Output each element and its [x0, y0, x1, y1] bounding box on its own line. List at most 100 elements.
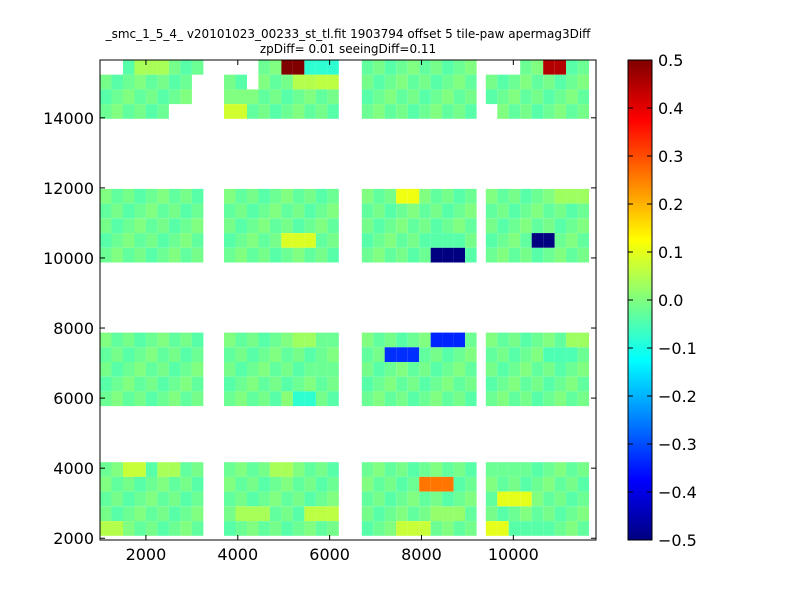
heatmap-cell — [180, 188, 192, 204]
heatmap-cell — [442, 332, 454, 348]
heatmap-cell — [247, 332, 259, 348]
heatmap-cell — [577, 74, 590, 90]
heatmap-cell — [304, 462, 316, 477]
heatmap-cell — [145, 476, 158, 492]
heatmap-cell — [281, 104, 293, 119]
heatmap-cell — [269, 476, 282, 492]
heatmap-cell — [520, 476, 532, 492]
heatmap-cell — [235, 347, 247, 362]
heatmap-cell — [111, 247, 123, 263]
heatmap-cell — [292, 104, 305, 119]
heatmap-cell — [531, 491, 544, 507]
heatmap-cell — [224, 233, 236, 248]
heatmap-cell — [430, 218, 443, 234]
heatmap-cell — [543, 347, 555, 362]
heatmap-cell — [442, 362, 454, 377]
heatmap-cell — [373, 347, 385, 362]
heatmap-cell — [396, 203, 408, 219]
heatmap-cell — [168, 203, 181, 219]
heatmap-cell — [566, 462, 578, 477]
heatmap-cell — [361, 462, 374, 477]
heatmap-cell — [258, 362, 270, 377]
heatmap-cell — [508, 247, 521, 263]
heatmap-cell — [315, 376, 328, 392]
heatmap-cell — [508, 203, 521, 219]
y-tick-label: 4000 — [53, 459, 94, 478]
heatmap-cell — [235, 74, 247, 90]
heatmap-cell — [430, 332, 443, 348]
heatmap-cell — [465, 203, 477, 219]
heatmap-cell — [442, 506, 454, 522]
heatmap-cell — [543, 188, 555, 204]
heatmap-cell — [396, 462, 408, 477]
heatmap-cell — [168, 491, 181, 507]
heatmap-cell — [235, 506, 247, 522]
heatmap-cell — [315, 89, 328, 105]
heatmap-cell — [384, 491, 397, 507]
colorbar-tick-label: 0.0 — [658, 291, 683, 310]
heatmap-cell — [396, 188, 408, 204]
heatmap-cell — [373, 60, 385, 75]
heatmap-cell — [554, 332, 567, 348]
heatmap-cell — [531, 203, 544, 219]
x-axis: 2000 4000 6000 8000 10000 — [126, 60, 539, 564]
heatmap-cell — [543, 462, 555, 477]
heatmap-cell — [180, 74, 192, 90]
heatmap-cell — [373, 233, 385, 248]
heatmap-cell — [100, 376, 112, 392]
heatmap-cell — [111, 476, 123, 492]
heatmap-cell — [566, 347, 578, 362]
heatmap-cell — [465, 362, 477, 377]
heatmap-cell — [281, 462, 293, 477]
heatmap-cell — [373, 74, 385, 90]
heatmap-cell — [224, 506, 236, 522]
heatmap-cell — [497, 391, 509, 407]
heatmap-cell — [224, 247, 236, 263]
heatmap-cell — [373, 491, 385, 507]
heatmap-cell — [419, 233, 431, 248]
heatmap-cell — [543, 506, 555, 522]
heatmap-cell — [235, 491, 247, 507]
heatmap-cell — [384, 332, 397, 348]
heatmap-cell — [508, 89, 521, 105]
heatmap-cell — [134, 218, 146, 234]
heatmap-cell — [315, 60, 328, 75]
heatmap-cell — [497, 362, 509, 377]
heatmap-cell — [430, 362, 443, 377]
heatmap-cell — [485, 89, 498, 105]
heatmap-cell — [269, 218, 282, 234]
heatmap-cell — [430, 247, 443, 263]
heatmap-cell — [292, 347, 305, 362]
heatmap-cell — [100, 247, 112, 263]
heatmap-cell — [134, 391, 146, 407]
heatmap-cell — [100, 521, 112, 536]
heatmap-cell — [315, 218, 328, 234]
heatmap-cell — [315, 347, 328, 362]
heatmap-cell — [485, 476, 498, 492]
heatmap-cell — [531, 332, 544, 348]
heatmap-cell — [191, 391, 204, 407]
heatmap-cell — [566, 391, 578, 407]
heatmap-cell — [531, 60, 544, 75]
heatmap-cell — [224, 391, 236, 407]
heatmap-cell — [508, 376, 521, 392]
heatmap-cell — [419, 491, 431, 507]
heatmap-cell — [566, 89, 578, 105]
heatmap-cell — [100, 347, 112, 362]
heatmap-cell — [361, 506, 374, 522]
heatmap-cell — [520, 104, 532, 119]
heatmap-cell — [269, 104, 282, 119]
heatmap-cell — [145, 332, 158, 348]
heatmap-cell — [281, 60, 293, 75]
heatmap-cell — [269, 203, 282, 219]
heatmap-cell — [485, 506, 498, 522]
heatmap-cell — [543, 60, 555, 75]
heatmap-cell — [419, 391, 431, 407]
heatmap-cell — [304, 74, 316, 90]
heatmap-cell — [269, 332, 282, 348]
heatmap-cell — [247, 247, 259, 263]
heatmap-cell — [430, 347, 443, 362]
heatmap-cell — [419, 188, 431, 204]
heatmap-cell — [442, 476, 454, 492]
heatmap-cell — [554, 391, 567, 407]
